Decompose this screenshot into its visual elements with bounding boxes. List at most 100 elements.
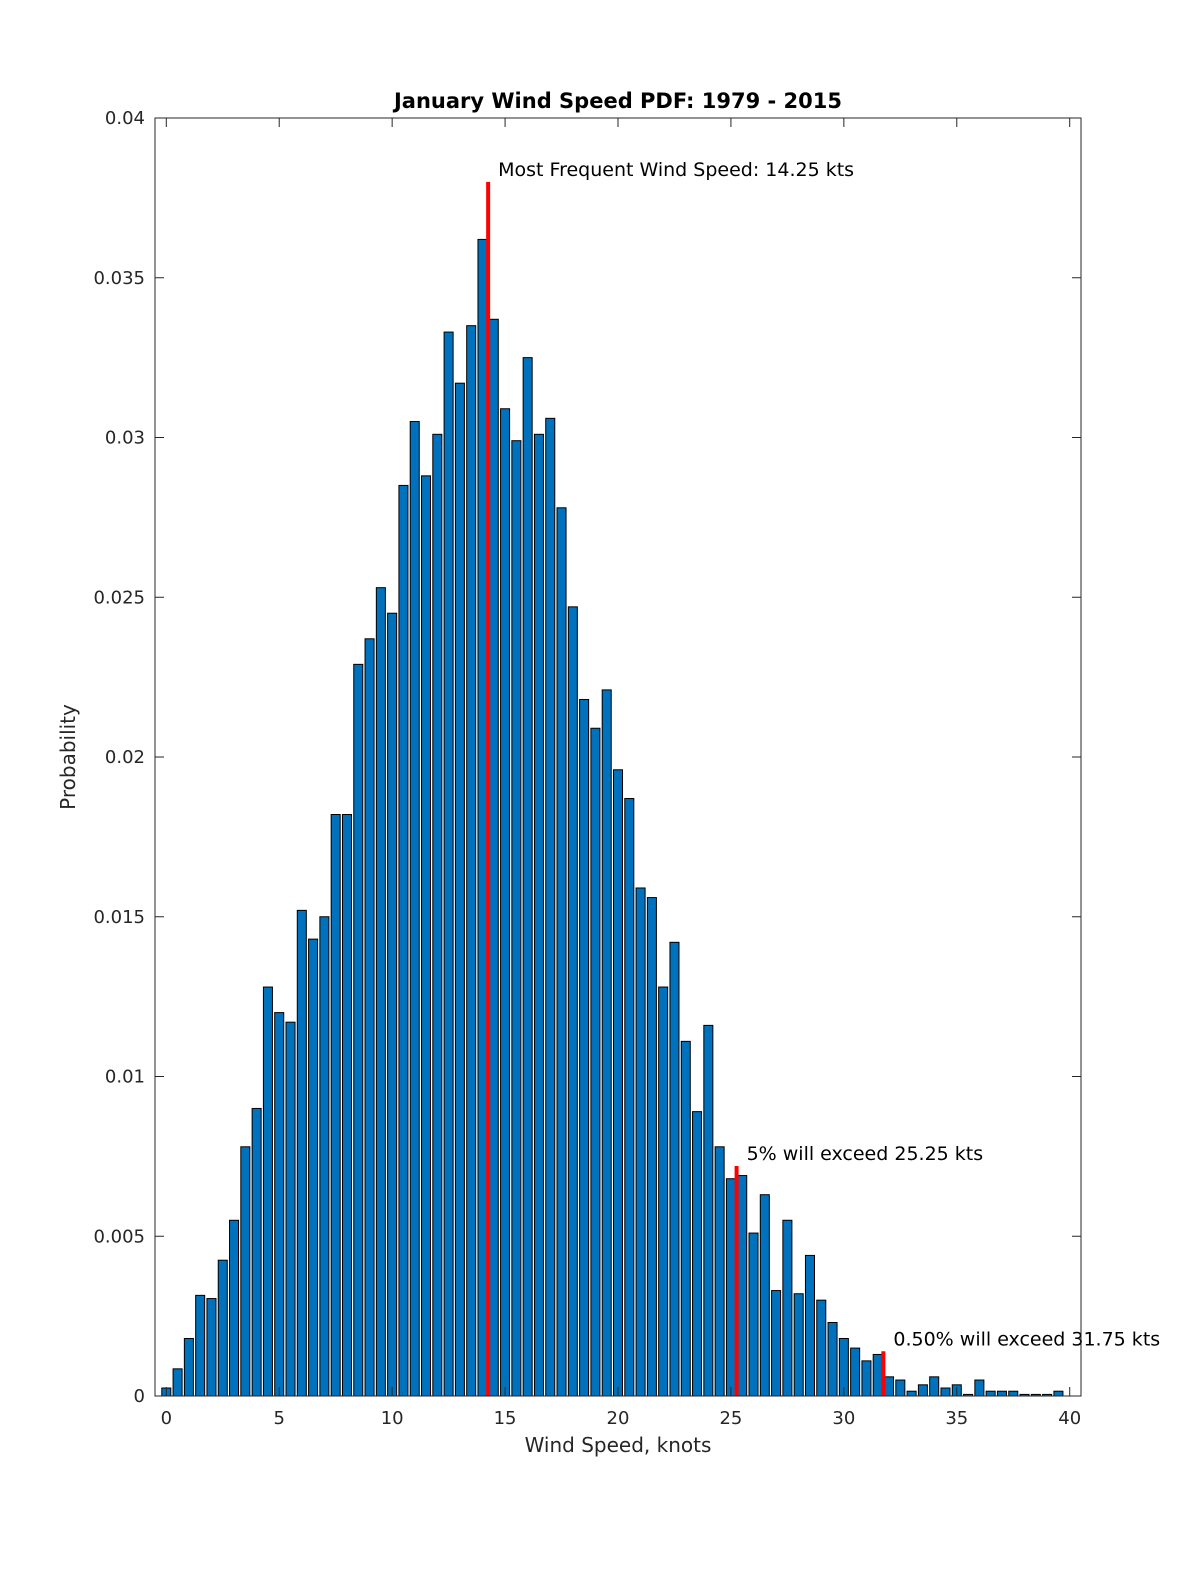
bar (296, 909, 307, 1397)
markers-group: Most Frequent Wind Speed: 14.25 kts 5% wi… (486, 159, 1160, 1396)
bar (217, 1259, 228, 1397)
bar (500, 408, 511, 1397)
chart-title: January Wind Speed PDF: 1979 - 2015 (392, 89, 842, 113)
bar (680, 1040, 691, 1397)
bar (884, 1376, 895, 1397)
bar (319, 916, 330, 1397)
bar (714, 1146, 725, 1397)
bar (737, 1175, 748, 1397)
bar (725, 1178, 736, 1397)
bar (985, 1390, 996, 1397)
bar (996, 1390, 1007, 1397)
x-tick-label: 15 (494, 1408, 517, 1429)
bar (285, 1021, 296, 1397)
bar (545, 417, 556, 1397)
bar (240, 1146, 251, 1397)
bar (917, 1384, 928, 1397)
bar (895, 1379, 906, 1397)
bar (511, 440, 522, 1397)
y-axis-label: Probability (56, 704, 80, 810)
bar (1008, 1390, 1019, 1397)
bar (251, 1107, 262, 1397)
bar (262, 986, 273, 1397)
bar (375, 587, 386, 1397)
bar (872, 1353, 883, 1397)
x-tick-label: 0 (161, 1408, 172, 1429)
y-tick-label: 0.04 (105, 108, 145, 129)
bar (454, 382, 465, 1397)
bar (703, 1024, 714, 1397)
bar (579, 698, 590, 1397)
bar (364, 638, 375, 1397)
y-tick-label: 0 (134, 1386, 145, 1407)
bar (409, 421, 420, 1397)
x-tick-label: 40 (1058, 1408, 1081, 1429)
bar (635, 887, 646, 1397)
bar (974, 1379, 985, 1397)
bar (488, 318, 499, 1397)
x-tick-label: 30 (832, 1408, 855, 1429)
bar (353, 663, 364, 1397)
bar (466, 325, 477, 1397)
y-tick-label: 0.03 (105, 428, 145, 449)
bar (669, 941, 680, 1397)
bar (793, 1293, 804, 1397)
bar (929, 1376, 940, 1397)
bar (477, 238, 488, 1397)
y-tick-label: 0.025 (93, 587, 145, 608)
y-tick-label: 0.015 (93, 907, 145, 928)
bar (624, 798, 635, 1397)
marker-annotation: 0.50% will exceed 31.75 kts (893, 1328, 1160, 1350)
bar (940, 1387, 951, 1397)
bar (533, 433, 544, 1397)
y-tick-label: 0.035 (93, 268, 145, 289)
bar (432, 433, 443, 1397)
bar (771, 1290, 782, 1397)
bar (590, 727, 601, 1397)
bar (748, 1232, 759, 1397)
marker-annotation: 5% will exceed 25.25 kts (747, 1143, 984, 1165)
bar (522, 357, 533, 1397)
bar (612, 769, 624, 1397)
bar (308, 938, 319, 1397)
bar (556, 507, 567, 1397)
x-tick-label: 5 (273, 1408, 284, 1429)
bar (274, 1012, 285, 1397)
bar (804, 1254, 815, 1397)
bar (1053, 1390, 1064, 1397)
bar (861, 1360, 872, 1397)
bar (421, 475, 432, 1397)
bar (850, 1347, 861, 1397)
y-tick-label: 0.02 (105, 747, 145, 768)
x-tick-label: 35 (945, 1408, 968, 1429)
bar (601, 689, 612, 1397)
bar (782, 1219, 793, 1397)
bar (443, 331, 454, 1397)
y-axis-ticks: 0 0.005 0.01 0.015 0.02 0.025 0.03 0.035 0.04 (93, 108, 1081, 1407)
bar (692, 1111, 703, 1397)
bar (330, 814, 341, 1397)
bar (341, 814, 352, 1397)
x-axis-label: Wind Speed, knots (525, 1433, 712, 1457)
bar (759, 1194, 770, 1397)
bar (183, 1337, 194, 1397)
marker-annotation: Most Frequent Wind Speed: 14.25 kts (498, 159, 854, 181)
y-tick-label: 0.005 (93, 1226, 145, 1247)
bar (816, 1299, 827, 1397)
bar (387, 612, 398, 1397)
bar (206, 1298, 217, 1397)
bar (398, 484, 409, 1397)
bar (658, 986, 669, 1397)
bar (906, 1390, 917, 1397)
bar (172, 1368, 183, 1397)
bar (195, 1294, 206, 1397)
bar (827, 1322, 838, 1397)
bar (567, 606, 578, 1397)
x-tick-label: 25 (719, 1408, 742, 1429)
x-tick-label: 20 (607, 1408, 630, 1429)
x-axis-ticks: 0 5 10 15 20 25 30 35 40 (161, 118, 1081, 1429)
bar (229, 1219, 240, 1397)
x-tick-label: 10 (381, 1408, 404, 1429)
bar (646, 897, 657, 1397)
